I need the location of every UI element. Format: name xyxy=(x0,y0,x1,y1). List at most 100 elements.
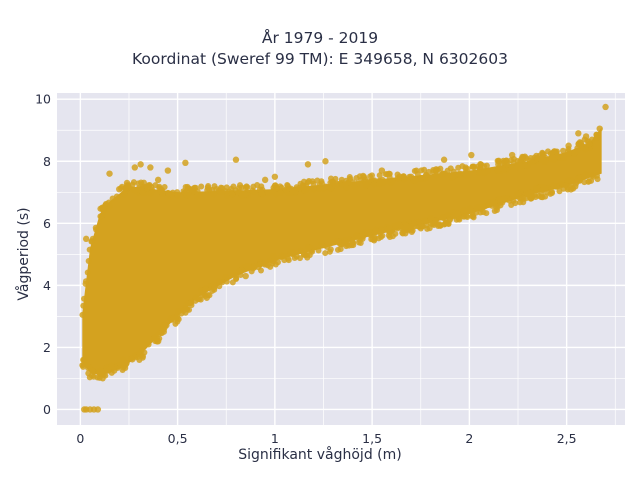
scatter-point xyxy=(147,164,154,171)
scatter-point xyxy=(243,263,250,270)
scatter-point xyxy=(432,167,439,174)
scatter-point xyxy=(157,188,164,195)
scatter-point xyxy=(456,170,463,177)
scatter-point xyxy=(551,157,558,164)
scatter-point xyxy=(527,189,534,196)
scatter-point xyxy=(560,147,567,154)
scatter-point xyxy=(421,166,428,173)
scatter-point xyxy=(516,161,523,168)
scatter-point xyxy=(172,320,179,327)
scatter-point xyxy=(378,167,386,174)
scatter-point xyxy=(121,190,128,197)
scatter-point xyxy=(295,185,302,192)
scatter-point xyxy=(151,334,158,342)
scatter-point xyxy=(322,250,329,257)
scatter-point xyxy=(474,204,481,211)
scatter-point xyxy=(470,163,477,170)
scatter-point xyxy=(386,224,393,231)
scatter-point xyxy=(119,356,127,364)
scatter-point xyxy=(334,246,341,253)
scatter-point xyxy=(203,294,210,301)
scatter-point xyxy=(192,184,199,191)
scatter-point xyxy=(354,233,361,240)
y-axis-ticks: 0 2 4 6 8 10 xyxy=(35,92,51,417)
scatter-point xyxy=(123,179,131,187)
scatter-point xyxy=(168,191,175,198)
scatter-density-region xyxy=(82,127,602,376)
scatter-point xyxy=(440,156,448,163)
scatter-point xyxy=(565,177,572,184)
scatter-point xyxy=(88,238,95,245)
scatter-point xyxy=(349,238,356,246)
scatter-point xyxy=(400,173,407,180)
scatter-point xyxy=(140,179,147,186)
x-tick-label: 1,5 xyxy=(362,431,382,446)
scatter-point xyxy=(229,191,236,198)
scatter-point xyxy=(371,229,378,236)
scatter-point xyxy=(121,362,128,369)
chart-title-line-2: Koordinat (Sweref 99 TM): E 349658, N 63… xyxy=(132,50,508,68)
scatter-point xyxy=(399,230,406,237)
scatter-point xyxy=(506,197,513,204)
x-axis-ticks: 0 0,5 1 1,5 2 2,5 xyxy=(76,431,576,446)
scatter-point xyxy=(338,176,345,183)
scatter-point xyxy=(111,367,118,374)
scatter-point xyxy=(242,272,249,280)
scatter-point xyxy=(363,182,370,189)
scatter-point xyxy=(563,182,570,189)
scatter-point xyxy=(551,148,558,155)
scatter-point xyxy=(450,168,457,175)
scatter-point xyxy=(376,181,383,188)
scatter-point xyxy=(389,177,396,184)
scatter-point xyxy=(507,157,514,164)
scatter-point xyxy=(274,259,281,266)
scatter-point xyxy=(145,341,152,348)
scatter-point xyxy=(188,302,195,309)
scatter-point xyxy=(450,213,457,220)
scatter-point xyxy=(304,161,312,168)
scatter-point xyxy=(269,260,276,267)
scatter-point xyxy=(106,170,113,177)
scatter-point xyxy=(309,178,316,185)
scatter-point xyxy=(122,184,129,191)
scatter-point xyxy=(254,181,261,188)
scatter-point xyxy=(398,225,405,232)
scatter-point xyxy=(318,180,325,187)
scatter-point xyxy=(375,235,382,242)
scatter-point xyxy=(460,207,467,214)
scatter-point xyxy=(316,185,323,192)
scatter-point xyxy=(427,215,434,222)
scatter-point xyxy=(477,209,484,216)
scatter-point xyxy=(425,168,432,175)
scatter-point xyxy=(389,233,396,240)
scatter-points xyxy=(81,103,609,413)
y-tick-label: 6 xyxy=(43,216,51,231)
scatter-point xyxy=(99,375,106,382)
scatter-point xyxy=(260,260,267,267)
scatter-point xyxy=(223,192,230,199)
scatter-point xyxy=(86,246,93,253)
scatter-point xyxy=(88,372,96,379)
scatter-point xyxy=(394,171,401,178)
scatter-point xyxy=(250,265,257,272)
scatter-point xyxy=(560,154,567,161)
scatter-point xyxy=(411,220,418,227)
scatter-point xyxy=(249,187,256,194)
scatter-point xyxy=(475,170,482,177)
scatter-point xyxy=(228,185,235,192)
scatter-point xyxy=(433,172,440,179)
scatter-point xyxy=(271,173,279,180)
scatter-point xyxy=(198,183,205,190)
scatter-point xyxy=(555,153,562,160)
scatter-point xyxy=(223,278,230,285)
scatter-point xyxy=(417,223,424,230)
scatter-point xyxy=(596,125,603,132)
scatter-point xyxy=(318,240,325,247)
y-axis-title: Vågperiod (s) xyxy=(16,207,32,301)
scatter-point xyxy=(497,196,504,203)
scatter-point xyxy=(575,130,582,137)
scatter-point xyxy=(432,217,439,224)
scatter-point xyxy=(450,173,457,180)
scatter-point xyxy=(413,167,420,174)
scatter-point xyxy=(368,236,375,243)
